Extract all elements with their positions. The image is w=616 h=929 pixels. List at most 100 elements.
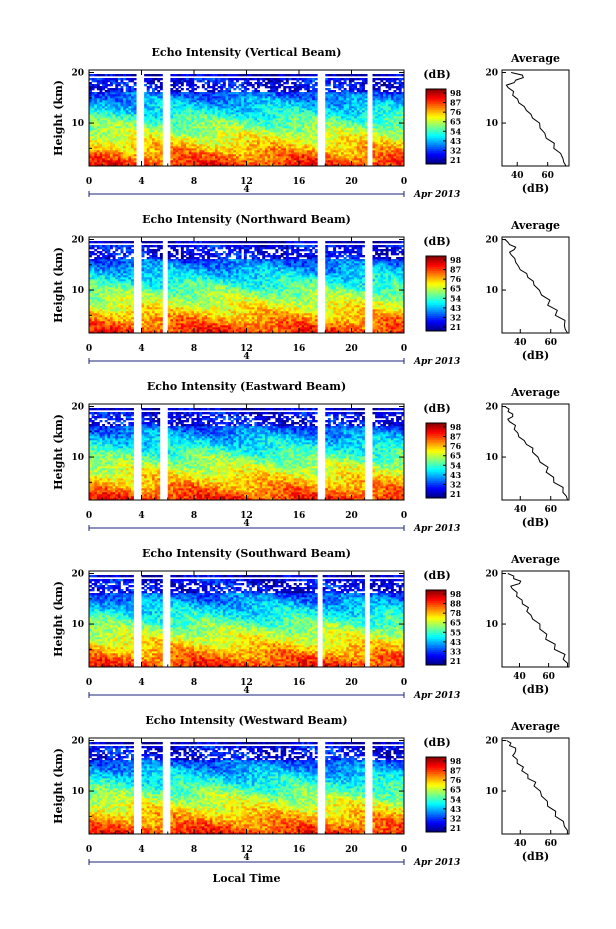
colorbar-tick-label: 65 xyxy=(450,284,461,294)
colorbar xyxy=(425,422,447,499)
profile-line xyxy=(504,239,568,334)
colorbar-tick-label: 87 xyxy=(450,265,461,275)
x-tick-label: 12 xyxy=(240,511,253,521)
month-label: Apr 2013 xyxy=(413,190,460,200)
profile-line xyxy=(504,406,568,501)
x-tick-label: 16 xyxy=(293,344,306,354)
y-tick-label: 20 xyxy=(71,737,84,747)
x-tick-label: 4 xyxy=(138,177,144,187)
x-tick-label: 0 xyxy=(86,344,92,354)
profile-x-tick-label: 40 xyxy=(513,672,526,682)
colorbar-tick-label: 43 xyxy=(450,470,462,480)
x-tick-label: 12 xyxy=(240,678,253,688)
date-label: 4 xyxy=(243,185,249,195)
y-tick-label: 20 xyxy=(71,403,84,413)
profile-x-label: (dB) xyxy=(522,182,549,195)
colorbar-tick-label: 88 xyxy=(450,599,462,609)
colorbar-unit: (dB) xyxy=(423,235,450,248)
colorbar-tick-label: 21 xyxy=(450,656,461,666)
average-profile xyxy=(501,737,570,835)
colorbar-tick-label: 54 xyxy=(450,794,462,804)
colorbar-tick-label: 32 xyxy=(450,479,461,489)
x-tick-label: 0 xyxy=(401,678,407,688)
colorbar-tick-label: 43 xyxy=(450,637,462,647)
colorbar-tick-label: 43 xyxy=(450,303,462,313)
month-label: Apr 2013 xyxy=(413,858,460,868)
x-tick-label: 8 xyxy=(191,845,197,855)
profile-title: Average xyxy=(510,386,560,399)
profile-line xyxy=(505,72,567,167)
colorbar xyxy=(425,255,447,332)
profile-y-tick-label: 10 xyxy=(485,286,498,296)
colorbar-unit: (dB) xyxy=(423,736,450,749)
x-tick-label: 4 xyxy=(138,344,144,354)
panel-title: Echo Intensity (Northward Beam) xyxy=(142,213,351,226)
colorbar-tick-label: 98 xyxy=(450,756,462,766)
colorbar-tick-label: 32 xyxy=(450,312,461,322)
x-tick-label: 12 xyxy=(240,177,253,187)
colorbar-tick-label: 43 xyxy=(450,136,462,146)
panel-0 xyxy=(88,69,570,197)
colorbar-tick-label: 76 xyxy=(450,441,462,451)
date-label: 4 xyxy=(243,352,249,362)
x-axis-label: Local Time xyxy=(213,872,281,885)
colorbar xyxy=(425,756,447,833)
profile-line xyxy=(506,740,568,835)
date-label: 4 xyxy=(243,686,249,696)
colorbar-frame xyxy=(425,422,447,499)
profile-frame xyxy=(501,737,570,835)
x-tick-label: 12 xyxy=(240,845,253,855)
colorbar-tick-label: 21 xyxy=(450,823,461,833)
y-axis-label: Height (km) xyxy=(52,247,65,323)
y-tick-label: 10 xyxy=(71,119,84,129)
colorbar-frame xyxy=(425,88,447,165)
panel-title: Echo Intensity (Eastward Beam) xyxy=(147,380,346,393)
colorbar-tick-label: 33 xyxy=(450,646,462,656)
x-tick-label: 8 xyxy=(191,678,197,688)
y-tick-label: 20 xyxy=(71,236,84,246)
x-tick-label: 4 xyxy=(138,678,144,688)
profile-y-tick-label: 20 xyxy=(485,403,498,413)
x-tick-label: 0 xyxy=(401,344,407,354)
x-tick-label: 0 xyxy=(401,177,407,187)
colorbar-unit: (dB) xyxy=(423,569,450,582)
colorbar-tick-label: 65 xyxy=(450,117,461,127)
average-profile xyxy=(501,570,570,668)
colorbar-tick-label: 32 xyxy=(450,145,461,155)
x-tick-label: 4 xyxy=(138,511,144,521)
colorbar xyxy=(425,589,447,666)
month-label: Apr 2013 xyxy=(413,357,460,367)
colorbar-unit: (dB) xyxy=(423,402,450,415)
colorbar-tick-label: 76 xyxy=(450,107,462,117)
y-tick-label: 10 xyxy=(71,620,84,630)
x-tick-label: 0 xyxy=(86,845,92,855)
x-tick-label: 8 xyxy=(191,177,197,187)
profile-y-tick-label: 20 xyxy=(485,69,498,79)
heatmap-field xyxy=(89,408,405,501)
colorbar-tick-label: 65 xyxy=(450,451,461,461)
date-label: 4 xyxy=(243,853,249,863)
profile-title: Average xyxy=(510,219,560,232)
profile-y-tick-label: 10 xyxy=(485,620,498,630)
y-tick-label: 20 xyxy=(71,69,84,79)
colorbar-tick-label: 54 xyxy=(450,126,462,136)
colorbar-tick-label: 78 xyxy=(450,608,462,618)
month-label: Apr 2013 xyxy=(413,524,460,534)
heatmap-field xyxy=(89,742,405,835)
x-tick-label: 0 xyxy=(86,177,92,187)
x-tick-label: 20 xyxy=(345,344,358,354)
colorbar-unit: (dB) xyxy=(423,68,450,81)
profile-y-tick-label: 20 xyxy=(485,570,498,580)
heatmap-field xyxy=(89,575,405,668)
profile-title: Average xyxy=(510,52,560,65)
average-profile xyxy=(501,236,570,334)
profile-y-tick-label: 10 xyxy=(485,787,498,797)
panel-3 xyxy=(88,570,570,698)
x-tick-label: 20 xyxy=(345,511,358,521)
panel-title: Echo Intensity (Southward Beam) xyxy=(142,547,351,560)
colorbar-tick-label: 54 xyxy=(450,460,462,470)
colorbar-frame xyxy=(425,589,447,666)
y-tick-label: 10 xyxy=(71,453,84,463)
x-tick-label: 4 xyxy=(138,845,144,855)
